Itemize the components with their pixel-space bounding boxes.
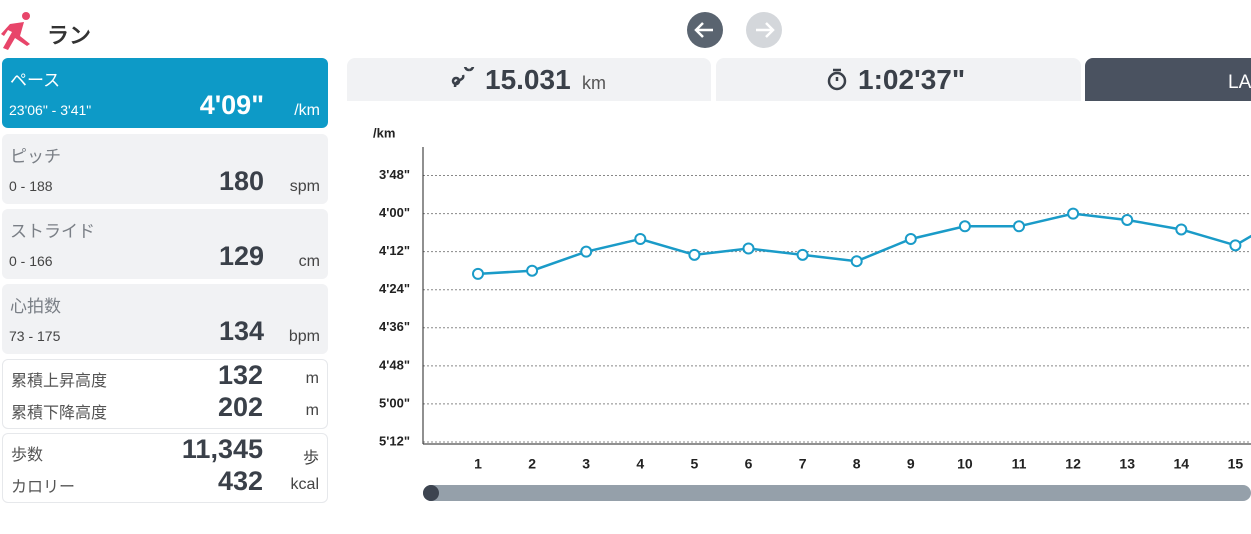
lap-tab-label: LA — [1228, 72, 1251, 93]
x-tick-label: 2 — [528, 456, 536, 472]
metric-range: 0 - 188 — [9, 178, 53, 194]
y-tick-label: 4'36" — [379, 319, 410, 334]
metric-name: ピッチ — [10, 147, 61, 166]
y-tick-label: 5'00" — [379, 395, 410, 410]
pace-point — [580, 245, 593, 258]
pace-point — [688, 248, 701, 261]
metric-value: 4'09" — [199, 90, 264, 120]
x-tick-label: 9 — [907, 456, 915, 472]
x-tick-label: 5 — [691, 456, 699, 472]
pace-point — [526, 264, 539, 277]
x-tick-label: 3 — [582, 456, 590, 472]
pace-point — [742, 242, 755, 255]
prev-button[interactable] — [687, 12, 723, 48]
metric-name: 心拍数 — [10, 297, 61, 316]
pace-line — [477, 212, 1251, 276]
y-axis-unit: /km — [373, 125, 395, 140]
metric-value: 180 — [218, 166, 264, 196]
distance-value: 15.031 — [485, 64, 571, 95]
metric-unit: cm — [298, 253, 320, 270]
y-tick-label: 4'12" — [379, 243, 410, 258]
metric-unit: 歩 — [302, 450, 319, 467]
metric-value: 134 — [218, 316, 264, 346]
next-button[interactable] — [746, 12, 782, 48]
metric-value: 432 — [217, 466, 263, 496]
y-tick-label: 4'48" — [379, 357, 410, 372]
scroll-handle[interactable] — [423, 485, 439, 501]
x-tick-label: 15 — [1228, 456, 1244, 472]
x-tick-label: 14 — [1174, 456, 1190, 472]
pace-point — [1067, 207, 1080, 220]
metric-card[interactable]: ピッチ 0 - 188 180 spm — [2, 134, 328, 204]
pace-point — [850, 255, 863, 268]
y-tick-label: 4'24" — [379, 281, 410, 296]
time-tab[interactable]: 1:02'37" — [716, 58, 1081, 101]
metric-range: 73 - 175 — [9, 328, 61, 344]
metric-name: 累積上昇高度 — [11, 373, 108, 390]
metric-card[interactable]: ストライド 0 - 166 129 cm — [2, 209, 328, 279]
metric-range: 0 - 166 — [9, 253, 53, 269]
y-tick-label: 5'12" — [379, 433, 410, 448]
y-tick-label: 4'00" — [379, 205, 410, 220]
elevation-card: 累積上昇高度 132 m 累積下降高度 202 m — [2, 359, 328, 429]
pace-point — [1175, 223, 1188, 236]
metric-name: カロリー — [11, 479, 76, 496]
pace-point — [472, 267, 484, 280]
pace-point — [796, 248, 809, 261]
pace-point — [1229, 239, 1242, 252]
distance-unit: km — [582, 73, 606, 93]
metric-value: 11,345 — [181, 434, 263, 464]
x-tick-label: 8 — [853, 456, 861, 472]
metric-name: 歩数 — [11, 447, 44, 464]
lap-tab[interactable]: LA — [1085, 58, 1251, 101]
run-icon — [1, 12, 30, 50]
metric-card[interactable]: 心拍数 73 - 175 134 bpm — [2, 284, 328, 354]
page-title: ラン — [47, 23, 92, 48]
pace-point — [904, 232, 917, 245]
metric-name: ストライド — [10, 222, 95, 241]
x-tick-label: 10 — [957, 456, 973, 472]
stopwatch-icon — [827, 68, 847, 91]
metric-unit: kcal — [290, 476, 319, 493]
metric-unit: bpm — [288, 328, 320, 345]
time-value: 1:02'37" — [858, 64, 966, 95]
metric-value: 129 — [218, 241, 264, 271]
x-tick-label: 7 — [799, 456, 807, 472]
metric-card[interactable]: ペース 23'06" - 3'41" 4'09" /km — [2, 58, 328, 128]
metric-range: 23'06" - 3'41" — [9, 102, 92, 118]
metric-unit: spm — [289, 178, 320, 195]
y-tick-label: 3'48" — [379, 167, 410, 182]
metric-name: ペース — [10, 71, 61, 90]
metric-value: 132 — [217, 360, 263, 390]
x-tick-label: 1 — [474, 456, 482, 472]
distance-tab[interactable]: 15.031 km — [347, 58, 711, 101]
metric-unit: m — [305, 402, 319, 419]
pace-point — [958, 220, 971, 233]
pace-point — [1121, 213, 1134, 226]
x-tick-label: 12 — [1065, 456, 1081, 472]
x-tick-label: 6 — [745, 456, 753, 472]
route-icon — [451, 67, 475, 88]
x-tick-label: 11 — [1012, 456, 1027, 472]
activity-card: 歩数 11,345 歩カロリー 432 kcal — [2, 433, 328, 503]
nav — [687, 12, 782, 48]
metric-name: 累積下降高度 — [11, 405, 108, 422]
pace-point — [1013, 220, 1025, 233]
metric-unit: /km — [294, 102, 320, 119]
metric-value: 202 — [217, 392, 263, 422]
metric-unit: m — [305, 370, 319, 387]
scrollbar[interactable] — [423, 485, 1251, 501]
x-tick-label: 4 — [636, 456, 644, 472]
x-tick-label: 13 — [1119, 456, 1135, 472]
pace-point — [634, 232, 647, 245]
